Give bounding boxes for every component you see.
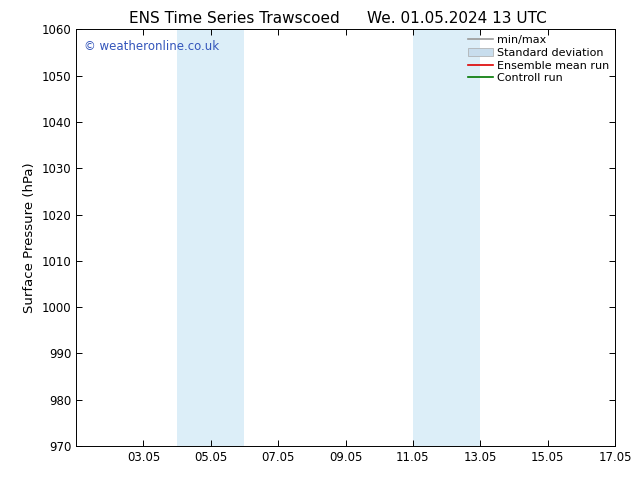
Legend: min/max, Standard deviation, Ensemble mean run, Controll run: min/max, Standard deviation, Ensemble me… [465,32,612,87]
Text: ENS Time Series Trawscoed: ENS Time Series Trawscoed [129,11,340,26]
Bar [413,29,481,446]
Bar [177,29,245,446]
Text: We. 01.05.2024 13 UTC: We. 01.05.2024 13 UTC [366,11,547,26]
Text: © weatheronline.co.uk: © weatheronline.co.uk [84,40,219,53]
Y-axis label: Surface Pressure (hPa): Surface Pressure (hPa) [23,162,36,313]
